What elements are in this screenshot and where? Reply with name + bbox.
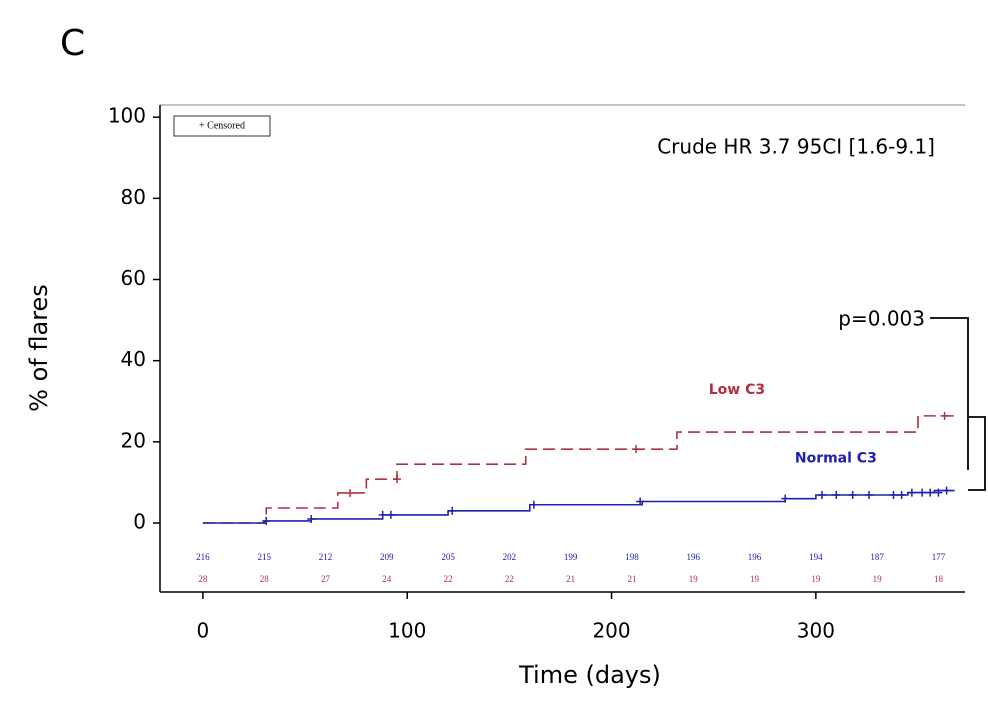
censor-mark: [848, 491, 857, 500]
at-risk-count: 19: [811, 574, 821, 584]
y-axis-label: % of flares: [25, 284, 53, 412]
at-risk-count: 28: [198, 574, 208, 584]
censor-mark: [926, 488, 935, 497]
x-tick-label: 100: [388, 619, 426, 643]
at-risk-count: 24: [382, 574, 392, 584]
censor-mark: [632, 445, 641, 454]
at-risk-count: 198: [625, 552, 639, 562]
censor-mark: [262, 516, 271, 525]
censor-mark: [378, 510, 387, 519]
p-value: p=0.003: [838, 307, 925, 331]
censor-mark: [942, 486, 951, 495]
series-label: Low C3: [709, 382, 765, 398]
at-risk-count: 205: [441, 552, 455, 562]
at-risk-count: 209: [380, 552, 394, 562]
at-risk-count: 19: [873, 574, 883, 584]
at-risk-count: 27: [321, 574, 331, 584]
at-risk-count: 194: [809, 552, 823, 562]
survival-curve: [202, 415, 955, 524]
censor-mark: [386, 510, 395, 519]
legend-box: [173, 115, 271, 137]
at-risk-count: 212: [319, 552, 333, 562]
y-tick-label: 60: [121, 266, 146, 290]
censor-mark: [940, 411, 949, 420]
censor-mark: [529, 500, 538, 509]
at-risk-count: 19: [689, 574, 699, 584]
y-tick-label: 0: [133, 510, 146, 534]
at-risk-count: 28: [260, 574, 270, 584]
censor-mark: [897, 491, 906, 500]
at-risk-count: 18: [934, 574, 944, 584]
hr-annotation: Crude HR 3.7 95CI [1.6-9.1]: [657, 135, 935, 159]
x-axis-label: Time (days): [518, 661, 661, 689]
survival-curve: [202, 489, 955, 524]
y-tick-label: 20: [121, 428, 146, 452]
at-risk-count: 21: [566, 574, 575, 584]
censor-mark: [781, 494, 790, 503]
censor-mark: [907, 488, 916, 497]
p-bracket: [930, 317, 986, 491]
panel-label: C: [60, 23, 85, 64]
x-tick-label: 0: [197, 619, 210, 643]
at-risk-count: 22: [505, 574, 514, 584]
at-risk-count: 187: [870, 552, 884, 562]
at-risk-count: 216: [196, 552, 210, 562]
censor-mark: [393, 475, 402, 484]
x-tick-label: 300: [797, 619, 835, 643]
at-risk-count: 177: [932, 552, 946, 562]
at-risk-count: 22: [444, 574, 453, 584]
censor-mark: [817, 491, 826, 500]
censor-mark: [934, 488, 943, 497]
at-risk-count: 19: [750, 574, 760, 584]
legend-text: + Censored: [199, 120, 245, 131]
censor-mark: [918, 488, 927, 497]
censor-mark: [307, 514, 316, 523]
y-tick-label: 80: [121, 185, 146, 209]
at-risk-count: 199: [564, 552, 578, 562]
y-tick-label: 100: [108, 104, 146, 128]
at-risk-count: 196: [748, 552, 762, 562]
at-risk-count: 202: [503, 552, 517, 562]
censor-mark: [448, 506, 457, 515]
series-label: Normal C3: [795, 451, 877, 467]
x-tick-label: 200: [592, 619, 630, 643]
at-risk-count: 196: [687, 552, 701, 562]
at-risk-count: 215: [257, 552, 271, 562]
censor-mark: [832, 491, 841, 500]
at-risk-count: 21: [627, 574, 636, 584]
censor-mark: [889, 491, 898, 500]
y-tick-label: 40: [121, 347, 146, 371]
censor-mark: [864, 491, 873, 500]
censor-mark: [346, 488, 355, 497]
censor-mark: [636, 497, 645, 506]
